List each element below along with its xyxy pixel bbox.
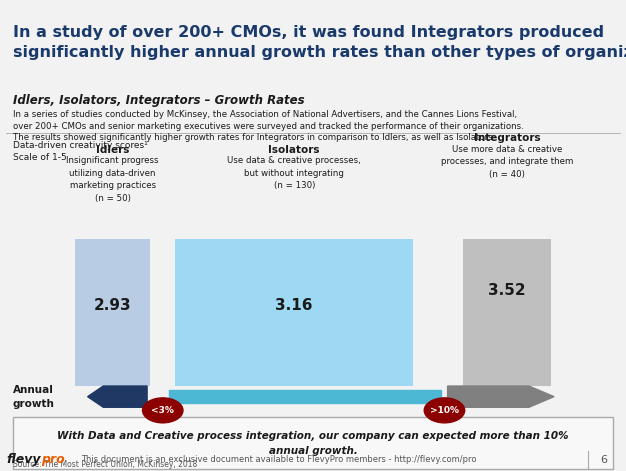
- Text: Insignificant progress
utilizing data-driven
marketing practices
(n = 50): Insignificant progress utilizing data-dr…: [66, 156, 159, 203]
- Text: Source: The Most Perfect Union, McKinsey, 2018: Source: The Most Perfect Union, McKinsey…: [13, 460, 197, 469]
- Text: Use data & creative processes,
but without integrating
(n = 130): Use data & creative processes, but witho…: [227, 156, 361, 190]
- FancyBboxPatch shape: [75, 239, 150, 386]
- Text: Annual
growth: Annual growth: [13, 385, 54, 409]
- Text: Use more data & creative
processes, and integrate them
(n = 40): Use more data & creative processes, and …: [441, 145, 573, 179]
- FancyBboxPatch shape: [175, 239, 413, 386]
- Text: In a series of studies conducted by McKinsey, the Association of National Advert: In a series of studies conducted by McKi…: [13, 110, 523, 143]
- Text: >10%: >10%: [430, 406, 459, 415]
- Text: 2.93: 2.93: [94, 298, 131, 313]
- Text: Idlers: Idlers: [96, 145, 130, 154]
- Text: 3.52: 3.52: [488, 283, 526, 298]
- FancyBboxPatch shape: [463, 239, 551, 386]
- FancyArrow shape: [448, 386, 554, 407]
- FancyBboxPatch shape: [13, 417, 613, 469]
- Text: pro: pro: [41, 453, 64, 466]
- FancyArrow shape: [88, 386, 147, 407]
- Text: Isolators: Isolators: [269, 145, 320, 154]
- Text: 3.16: 3.16: [275, 298, 313, 313]
- Text: flevy: flevy: [6, 453, 41, 466]
- Text: Integrators: Integrators: [474, 133, 540, 143]
- Text: With Data and Creative process integration, our company can expected more than 1: With Data and Creative process integrati…: [57, 431, 569, 455]
- Text: <3%: <3%: [151, 406, 174, 415]
- Text: Idlers, Isolators, Integrators – Growth Rates: Idlers, Isolators, Integrators – Growth …: [13, 95, 304, 107]
- Circle shape: [424, 398, 464, 423]
- Circle shape: [143, 398, 183, 423]
- Text: This document is an exclusive document available to FlevyPro members - http://fl: This document is an exclusive document a…: [81, 455, 477, 464]
- Text: In a study of over 200+ CMOs, it was found Integrators produced
significantly hi: In a study of over 200+ CMOs, it was fou…: [13, 25, 626, 60]
- Text: Data-driven creativity scores¹
Scale of 1-5: Data-driven creativity scores¹ Scale of …: [13, 141, 147, 162]
- Text: 6: 6: [600, 455, 607, 465]
- FancyArrow shape: [169, 390, 441, 403]
